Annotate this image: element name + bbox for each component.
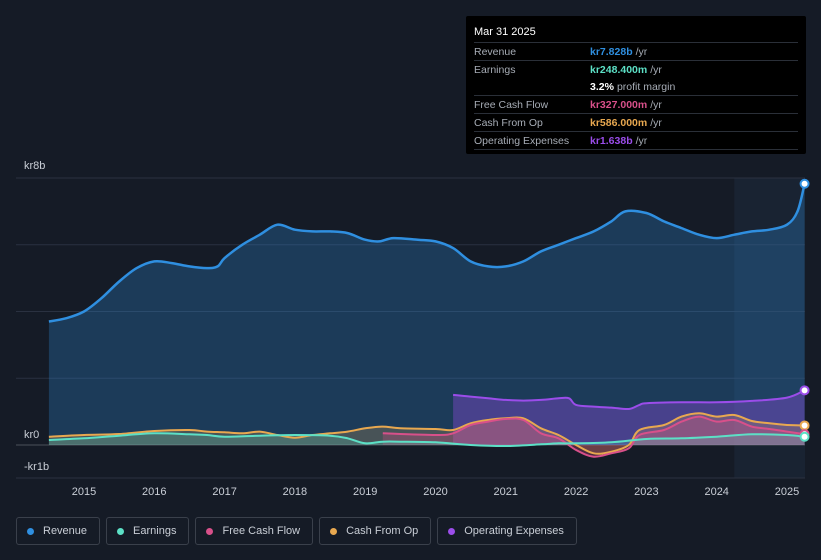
profit-margin-value: 3.2%	[590, 80, 614, 93]
legend-label: Operating Expenses	[464, 525, 564, 537]
y-tick-label: kr8b	[24, 160, 45, 172]
tooltip-unit: /yr	[650, 116, 662, 129]
x-tick-label: 2023	[634, 486, 658, 498]
revenue-endpoint	[799, 178, 810, 189]
legend-item-free-cash-flow[interactable]: Free Cash Flow	[195, 517, 314, 545]
tooltip-row-cash-from-op: Cash From Op kr586.000m /yr	[474, 113, 798, 131]
free-cash-flow-line	[382, 415, 805, 458]
series-lines	[48, 183, 806, 458]
legend-dot-icon	[330, 527, 338, 535]
x-axis-ticks: 2015 2016 2017 2018 2019 2020 2021 2022 2023 2024…	[72, 486, 799, 498]
legend-label: Cash From Op	[346, 525, 419, 537]
tooltip-label: Free Cash Flow	[474, 98, 549, 111]
x-tick-label: 2016	[142, 486, 166, 498]
tooltip-row-operating-expenses: Operating Expenses kr1.638b /yr	[474, 131, 798, 150]
x-tick-label: 2024	[704, 486, 728, 498]
cash-from-op-area	[48, 413, 805, 454]
legend-item-revenue[interactable]: Revenue	[16, 517, 101, 545]
tooltip-value: kr586.000m	[590, 116, 648, 129]
tooltip-unit: /yr	[650, 98, 662, 111]
x-tick-label: 2015	[72, 486, 96, 498]
tooltip-value: kr327.000m	[590, 98, 648, 111]
legend-label: Earnings	[133, 525, 177, 537]
x-tick-label: 2021	[494, 486, 518, 498]
x-tick-label: 2022	[564, 486, 588, 498]
legend-item-earnings[interactable]: Earnings	[106, 517, 190, 545]
chart-legend: Revenue Earnings Free Cash Flow Cash Fro…	[16, 517, 577, 545]
tooltip-unit: /yr	[650, 63, 662, 76]
tooltip-label: Cash From Op	[474, 116, 543, 129]
operating-expenses-area	[453, 390, 805, 445]
earnings-endpoint	[799, 431, 810, 442]
tooltip-row-revenue: Revenue kr7.828b /yr	[474, 42, 798, 60]
profit-margin-label: profit margin	[616, 80, 676, 93]
tooltip-row-profit-margin: 3.2% profit margin	[474, 78, 798, 95]
earnings-line	[48, 432, 805, 448]
data-tooltip: Mar 31 2025 Revenue kr7.828b /yr Earning…	[466, 16, 806, 154]
forecast-shade	[734, 178, 805, 478]
x-tick-label: 2017	[212, 486, 236, 498]
cash-from-op-line	[48, 412, 805, 455]
cash-from-op-endpoint	[799, 420, 810, 431]
tooltip-label: Operating Expenses	[474, 134, 570, 147]
legend-label: Free Cash Flow	[222, 525, 301, 537]
legend-item-operating-expenses[interactable]: Operating Expenses	[437, 517, 577, 545]
x-tick-label: 2019	[353, 486, 377, 498]
y-tick-label: kr0	[24, 429, 39, 441]
series-areas	[48, 183, 805, 457]
legend-dot-icon	[117, 527, 125, 535]
operating-expenses-line	[452, 389, 806, 411]
tooltip-unit: /yr	[635, 45, 648, 58]
y-axis-ticks: kr8b kr0 -kr1b	[24, 160, 49, 473]
gridlines	[16, 177, 805, 479]
legend-dot-icon	[206, 527, 214, 535]
tooltip-value: kr248.400m	[590, 63, 648, 76]
legend-dot-icon	[448, 527, 456, 535]
legend-dot-icon	[27, 527, 34, 535]
tooltip-row-free-cash-flow: Free Cash Flow kr327.000m /yr	[474, 95, 798, 113]
tooltip-label: Earnings	[474, 63, 516, 76]
x-tick-label: 2020	[423, 486, 447, 498]
legend-label: Revenue	[43, 525, 88, 537]
operating-expenses-endpoint	[799, 385, 810, 396]
tooltip-date: Mar 31 2025	[474, 26, 536, 38]
revenue-line	[48, 183, 806, 323]
y-tick-label: -kr1b	[24, 461, 49, 473]
tooltip-unit: /yr	[635, 134, 648, 147]
legend-item-cash-from-op[interactable]: Cash From Op	[319, 517, 432, 545]
series-endpoints	[799, 178, 810, 442]
free-cash-flow-area	[382, 416, 805, 457]
tooltip-row-earnings: Earnings kr248.400m /yr	[474, 60, 798, 78]
tooltip-label: Revenue	[474, 45, 517, 58]
x-tick-label: 2025	[775, 486, 799, 498]
tooltip-value: kr1.638b	[590, 134, 633, 147]
tooltip-value: kr7.828b	[590, 45, 633, 58]
x-tick-label: 2018	[283, 486, 307, 498]
